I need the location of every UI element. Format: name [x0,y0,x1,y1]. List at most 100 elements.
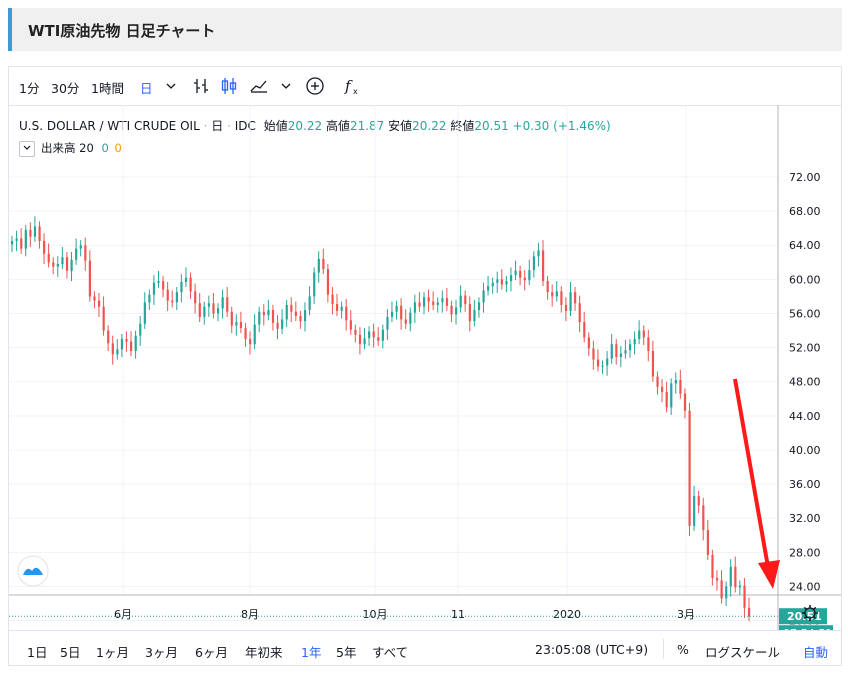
range-bar: 1日 5日 1ヶ月 3ヶ月 6ヶ月 年初来 1年 5年 すべて 23:05:08… [9,630,841,667]
candle [253,314,256,350]
area-style-icon[interactable] [249,76,269,96]
candle [601,360,604,375]
range-ytd-button[interactable]: 年初来 [245,645,283,660]
candle [130,331,133,357]
legend-high-value: 21.87 [349,119,385,133]
candle [679,369,682,399]
candle [564,297,568,322]
candle [308,286,311,316]
candle [75,238,78,265]
legend-open-value: 20.22 [287,119,323,133]
candle [139,316,142,346]
candle [638,320,641,345]
bar-style-icon[interactable] [191,76,211,96]
candle [455,299,458,325]
candle [47,243,50,268]
candle [477,297,481,318]
candle [706,519,710,560]
range-1y-button[interactable]: 1年 [301,645,322,660]
clock-timezone[interactable]: 23:05:08 (UTC+9) [535,642,649,657]
candle [404,309,407,329]
candle [464,290,467,312]
candle [97,293,101,317]
candle [249,331,252,355]
candle [281,309,284,334]
candle [748,597,751,622]
log-scale-toggle[interactable]: ログスケール [705,645,781,660]
range-all-button[interactable]: すべて [372,645,409,660]
volume-value-up: 0 [101,141,109,155]
candle [436,297,439,313]
legend-low-value: 20.22 [412,119,447,133]
interval-day-button[interactable]: 日 [140,81,153,96]
candle [290,297,293,323]
candle [592,340,595,370]
price-tick-label: 72.00 [789,171,821,184]
candle [418,292,421,312]
candle [734,556,737,593]
chevron-down-icon[interactable] [276,76,296,96]
candle [15,230,18,252]
chevron-down-icon[interactable] [161,76,181,96]
candle [432,291,435,311]
price-tick-label: 68.00 [789,205,821,218]
candle [184,267,188,288]
candle [271,304,275,331]
page-title: WTI原油先物 日足チャート [28,22,216,40]
candle [331,287,334,315]
candle [221,289,224,319]
candle [560,286,563,313]
candle [624,339,627,359]
candle [409,307,412,332]
volume-legend: 出来高 20 0 0 [19,140,122,157]
candle [647,329,650,362]
candle [633,331,636,355]
tradingview-logo-icon[interactable] [17,555,49,587]
candle [615,339,618,365]
gear-icon[interactable] [802,605,818,621]
legend-close-label: 終値 [450,119,475,133]
candle-style-icon[interactable] [219,76,239,96]
candle [120,333,124,357]
compare-plus-icon[interactable] [305,76,325,96]
volume-label: 出来高 [41,141,76,155]
range-6m-button[interactable]: 6ヶ月 [195,645,228,660]
candle [171,290,174,308]
candle [711,549,714,586]
candle [226,287,229,317]
candle [358,327,362,355]
candle [189,272,192,299]
candle [313,267,316,305]
candle [537,242,540,267]
candle [610,333,613,364]
range-1m-button[interactable]: 1ヶ月 [96,645,129,660]
range-5d-button[interactable]: 5日 [60,645,81,660]
candle [583,311,586,343]
candle [20,228,23,254]
candle [93,291,96,309]
candle [514,260,517,281]
collapse-chevron-icon[interactable] [19,140,35,157]
range-1d-button[interactable]: 1日 [27,645,48,660]
range-5y-button[interactable]: 5年 [336,645,357,660]
svg-text:x: x [353,87,358,96]
candle [445,287,449,311]
interval-1hour-button[interactable]: 1時間 [91,81,124,96]
candle [175,287,178,311]
candle [606,351,609,376]
price-tick-label: 60.00 [789,273,821,286]
candle [368,326,371,346]
percent-toggle[interactable]: % [677,642,689,657]
candle [326,264,330,303]
interval-30min-button[interactable]: 30分 [51,81,80,96]
interval-1min-button[interactable]: 1分 [19,81,40,96]
candle [473,299,476,327]
price-tick-label: 28.00 [789,546,821,559]
auto-scale-toggle[interactable]: 自動 [803,645,829,660]
candle [258,306,261,333]
range-3m-button[interactable]: 3ヶ月 [145,645,178,660]
price-chart[interactable]: 72.00 68.00 64.00 60.00 56.00 52.00 48.00 44.00… [9,105,841,630]
candle [720,570,723,604]
